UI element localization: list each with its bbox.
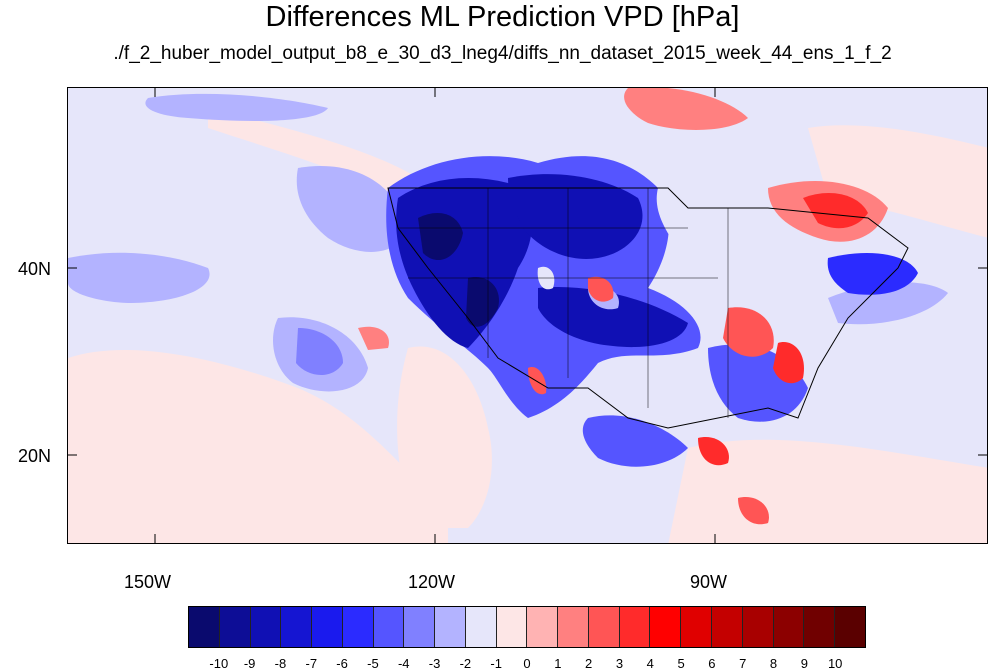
colorbar-swatch [404, 607, 436, 647]
colorbar-swatch [250, 607, 282, 647]
colorbar-label: 5 [677, 656, 685, 671]
colorbar-swatch [712, 607, 743, 647]
x-tick-label-120w: 120W [408, 572, 456, 592]
y-tick-label-20n: 20N [18, 446, 52, 466]
colorbar-label: -5 [367, 656, 379, 671]
x-tick-label-90w: 90W [690, 572, 728, 592]
colorbar-label: -7 [305, 656, 318, 671]
colorbar-label: -4 [397, 656, 410, 671]
colorbar-label: -2 [459, 656, 472, 671]
colorbar-label: -8 [274, 656, 287, 671]
colorbar-label: 2 [585, 656, 593, 671]
map-title: Differences ML Prediction VPD [hPa] [265, 1, 740, 33]
colorbar-swatch [465, 607, 497, 647]
colorbar-label: 6 [708, 656, 716, 671]
colorbar-label: -1 [490, 656, 502, 671]
map-subtitle: ./f_2_huber_model_output_b8_e_30_d3_lneg… [113, 43, 892, 64]
map-panel [67, 87, 988, 544]
colorbar-label: -3 [428, 656, 441, 671]
colorbar-label: -9 [243, 656, 256, 671]
colorbar-swatch [435, 607, 466, 647]
colorbar-swatch [373, 607, 405, 647]
colorbar-label: 7 [739, 656, 747, 671]
colorbar-label: 10 [827, 656, 843, 671]
colorbar-label: -10 [209, 656, 229, 671]
vpd-difference-field [68, 88, 987, 543]
colorbar-label: 1 [554, 656, 562, 671]
colorbar-swatch [681, 607, 713, 647]
colorbar-swatch [742, 607, 774, 647]
colorbar-label: -6 [336, 656, 348, 671]
colorbar-label: 9 [800, 656, 808, 671]
colorbar-label: 0 [523, 656, 531, 671]
colorbar-swatch [773, 607, 805, 647]
colorbar-swatch [342, 607, 374, 647]
colorbar-swatch [281, 607, 313, 647]
colorbar-swatch [588, 607, 620, 647]
colorbar-label: 4 [646, 656, 654, 671]
colorbar-swatch [835, 607, 865, 647]
colorbar-swatch [219, 607, 251, 647]
colorbar-swatch [312, 607, 343, 647]
colorbar-swatch [804, 607, 836, 647]
colorbar-swatch [189, 607, 220, 647]
colorbar-label: 3 [615, 656, 624, 671]
colorbar-swatch [527, 607, 559, 647]
colorbar-swatch [650, 607, 682, 647]
colorbar-swatch [496, 607, 528, 647]
colorbar-swatch [619, 607, 651, 647]
x-tick-label-150w: 150W [124, 572, 172, 592]
colorbar-label: 8 [769, 656, 778, 671]
colorbar-swatch [558, 607, 589, 647]
y-tick-label-40n: 40N [18, 259, 52, 279]
colorbar [188, 606, 866, 648]
